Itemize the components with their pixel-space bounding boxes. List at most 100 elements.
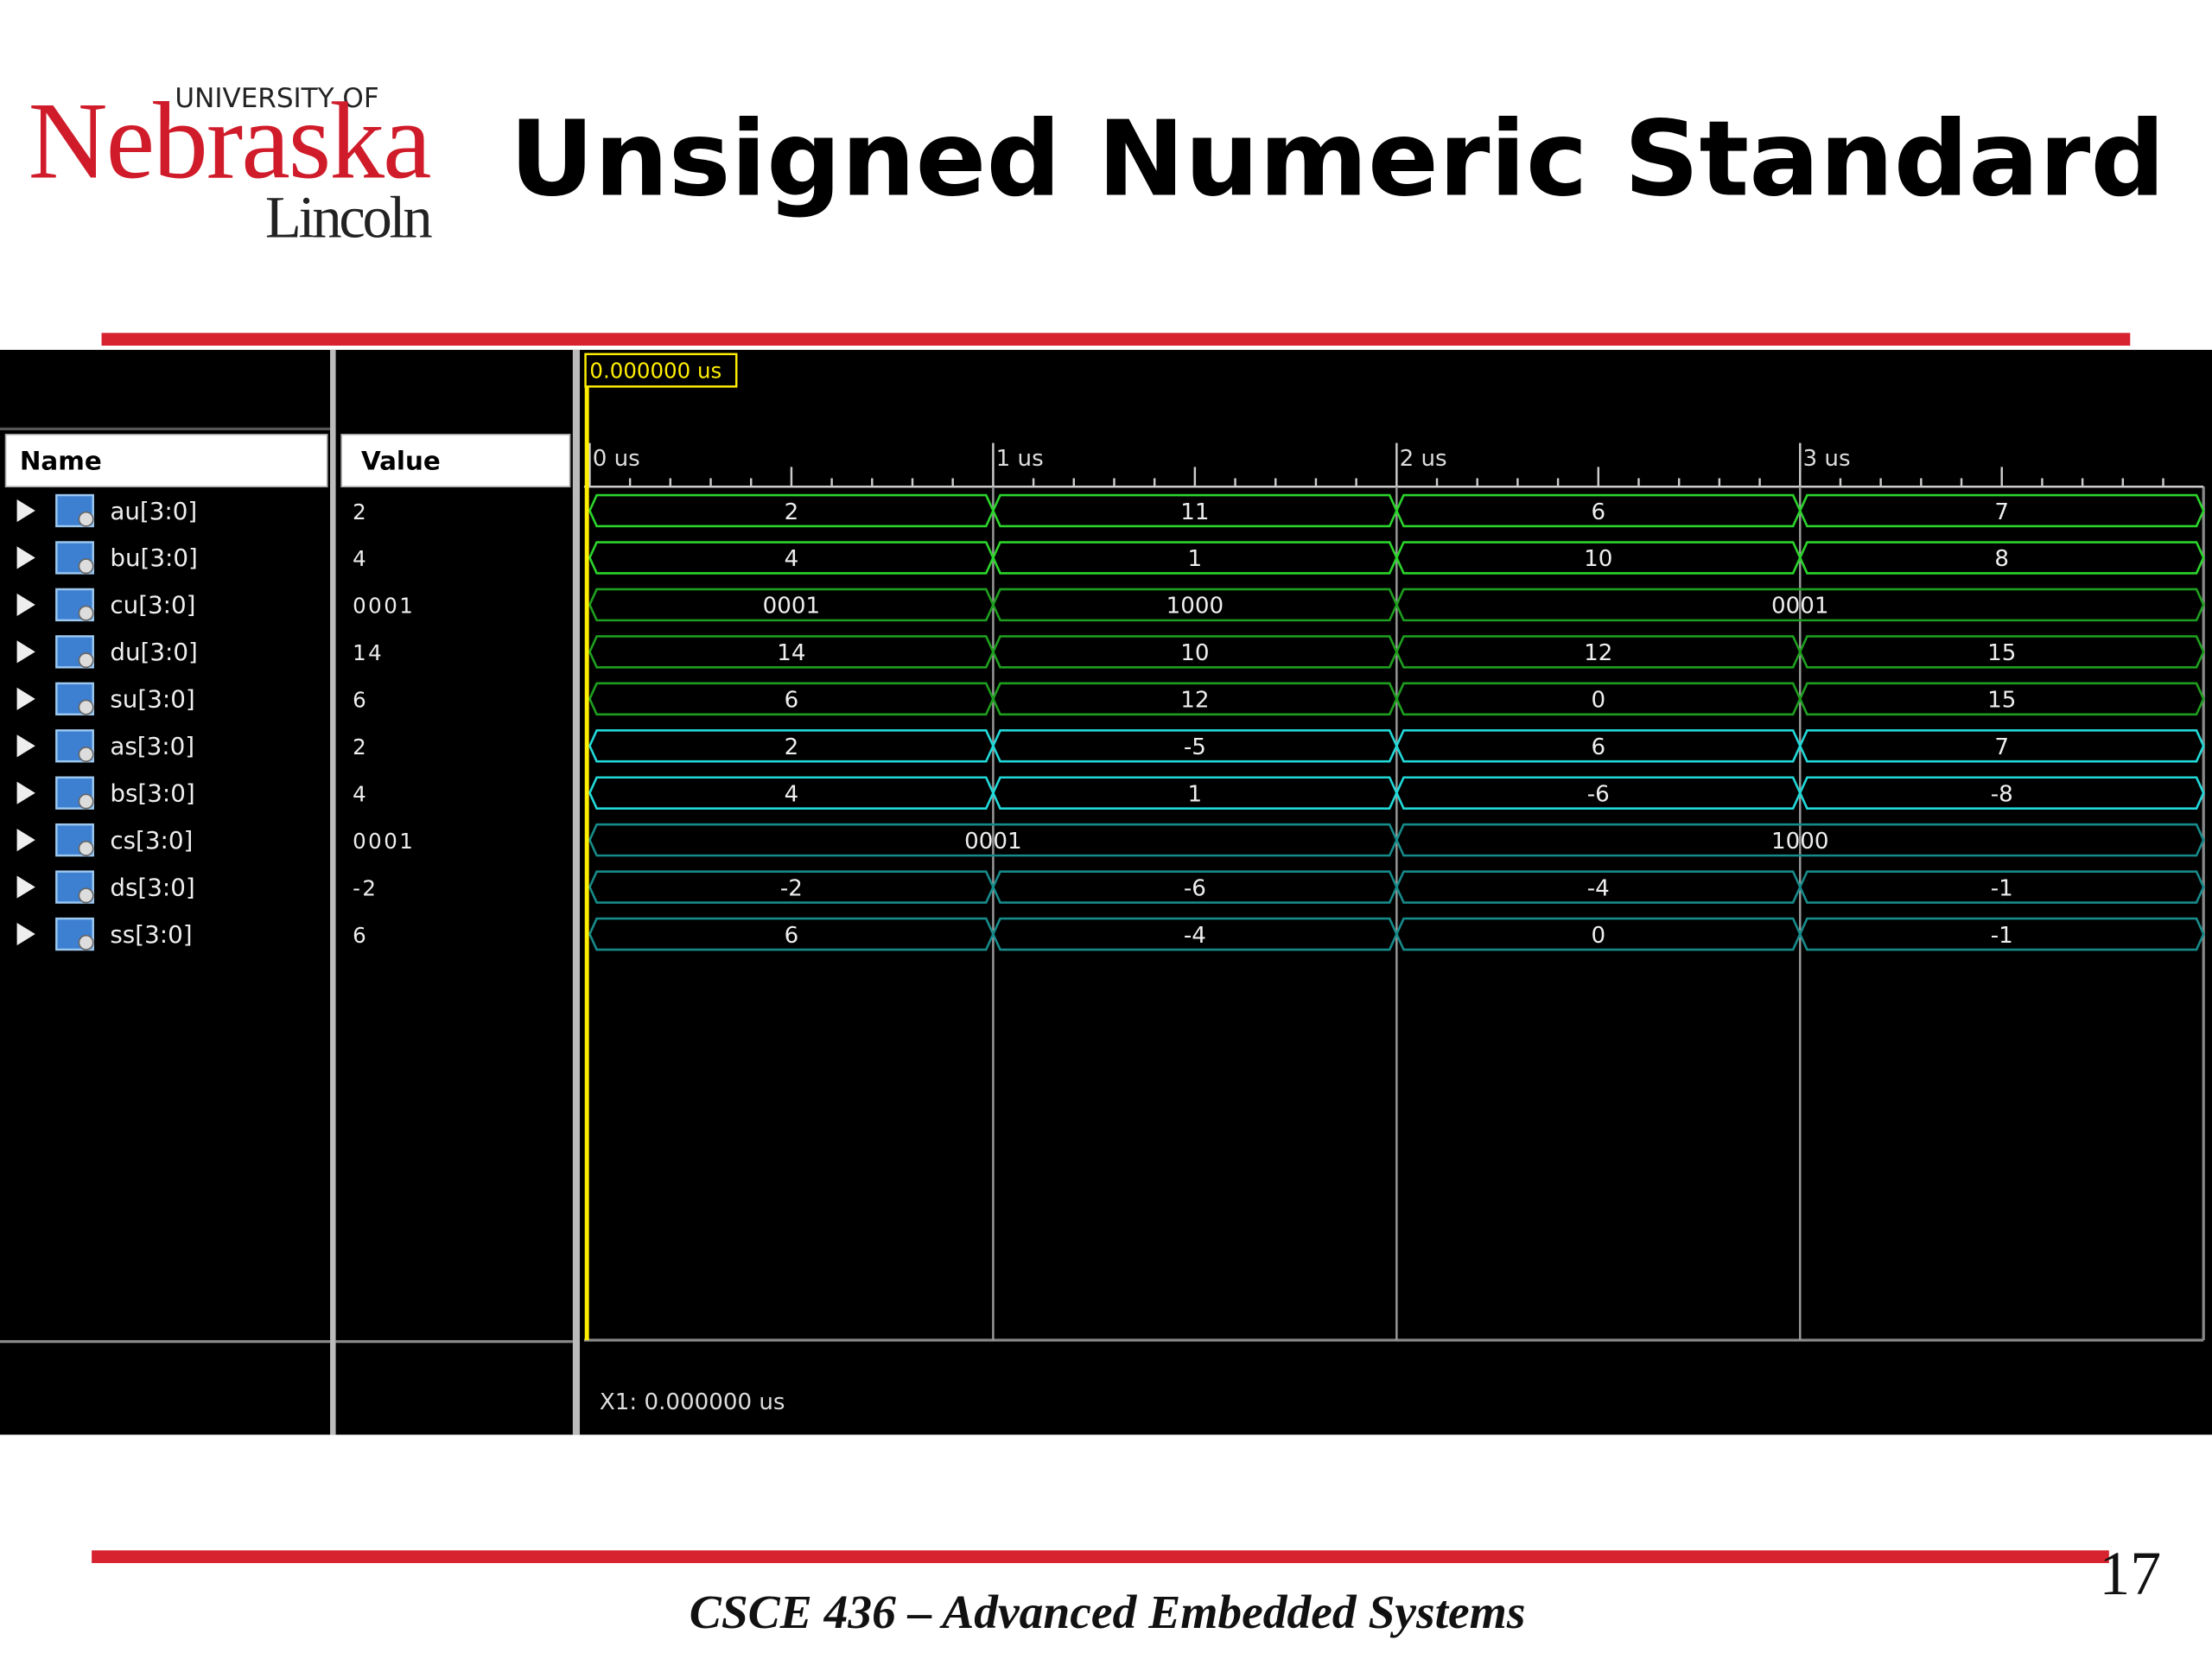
bus-segment [1798, 729, 2205, 763]
column-divider [572, 349, 581, 1435]
page-number: 17 [2099, 1539, 2161, 1608]
signal-value: 4 [353, 782, 368, 807]
signal-icon-badge [78, 747, 94, 763]
bus-value: 4 [785, 546, 799, 572]
expand-arrow [16, 875, 35, 899]
bus-value: 6 [785, 923, 799, 949]
signal-icon-badge [78, 699, 94, 715]
bus-value: 0 [1591, 923, 1605, 949]
time-tick-label: 1 us [996, 446, 1044, 472]
bus-value: 11 [1180, 499, 1209, 525]
bus-value: 7 [1994, 499, 2009, 525]
signal-name: cs[3:0] [110, 826, 193, 855]
logo-bottom: Lincoln [265, 184, 432, 250]
bus-value: -8 [1991, 782, 2013, 808]
logo-top: UNIVERSITY OF [175, 83, 378, 114]
column-divider [330, 349, 336, 1435]
signal-icon-badge [78, 558, 94, 575]
bus-value: -6 [1184, 875, 1206, 901]
course-name: CSCE 436 – Advanced Embedded Systems [690, 1586, 1526, 1639]
name-header-box [4, 434, 328, 488]
bus-value: 0001 [1771, 594, 1828, 620]
header-rule [101, 333, 2131, 346]
signal-name: cu[3:0] [110, 591, 195, 620]
bus-value: 0001 [964, 829, 1021, 855]
signal-value: 6 [353, 923, 368, 948]
time-tick-label: 2 us [1400, 446, 1447, 472]
bus-value: 12 [1584, 640, 1612, 666]
bus-value: 6 [785, 688, 799, 714]
bus-value: -1 [1991, 875, 2013, 901]
bus-value: -6 [1587, 782, 1610, 808]
value-header-box [340, 434, 571, 488]
bus-value: 0001 [763, 594, 820, 620]
bus-segment [1798, 682, 2205, 716]
expand-arrow [16, 781, 35, 804]
time-tick-label: 0 us [593, 446, 640, 472]
bus-segment [1798, 870, 2205, 904]
signal-value: 4 [353, 546, 368, 571]
signal-icon-badge [78, 511, 94, 527]
expand-arrow [16, 640, 35, 664]
signal-value: 0001 [353, 829, 415, 854]
bus-value: -4 [1184, 923, 1206, 949]
bus-value: 4 [785, 782, 799, 808]
bus-value: 15 [1987, 688, 2016, 714]
signal-name: as[3:0] [110, 732, 194, 760]
bus-value: 6 [1591, 499, 1605, 525]
signal-name: su[3:0] [110, 685, 194, 714]
expand-arrow [16, 593, 35, 616]
cursor-label: 0.000000 us [589, 359, 721, 384]
bus-value: 7 [1994, 734, 2009, 760]
bus-value: 8 [1994, 546, 2009, 572]
signal-icon-badge [78, 605, 94, 621]
slide-title: Unsigned Numeric Standard [510, 99, 2165, 219]
bus-segment [1798, 635, 2205, 669]
bus-value: 6 [1591, 734, 1605, 760]
bus-value: -4 [1587, 875, 1610, 901]
logo-main: Nebraska [29, 80, 430, 202]
bus-value: 1000 [1166, 594, 1224, 620]
signal-icon-badge [78, 887, 94, 904]
signal-value: 14 [353, 640, 384, 665]
bus-segment [1798, 776, 2205, 810]
time-tick-label: 3 us [1803, 446, 1851, 472]
bus-value: 1000 [1771, 829, 1828, 855]
bus-segment [1395, 823, 2205, 857]
cursor-label-box [584, 353, 738, 388]
signal-name: ds[3:0] [110, 873, 194, 901]
signal-name: ss[3:0] [110, 920, 192, 949]
expand-arrow [16, 546, 35, 569]
signal-value: 6 [353, 688, 368, 713]
signal-icon-badge [78, 793, 94, 810]
signal-value: 2 [353, 499, 368, 524]
signal-icon-badge [78, 934, 94, 950]
bus-value: 2 [785, 734, 799, 760]
name-header: Name [20, 447, 102, 476]
signal-name: du[3:0] [110, 638, 198, 666]
bus-value: -2 [780, 875, 803, 901]
footer-rule [92, 1550, 2109, 1563]
bus-value: 15 [1987, 640, 2016, 666]
bus-value: 10 [1584, 546, 1612, 572]
bus-value: 10 [1180, 640, 1209, 666]
bus-value: 2 [785, 499, 799, 525]
signal-icon-badge [78, 840, 94, 856]
bus-value: 0 [1591, 688, 1605, 714]
bus-segment [1798, 541, 2205, 575]
bus-segment [1798, 493, 2205, 528]
bus-value: 1 [1188, 546, 1203, 572]
signal-name: au[3:0] [110, 497, 197, 525]
signal-icon-badge [78, 652, 94, 669]
expand-arrow [16, 499, 35, 523]
bus-value: 12 [1180, 688, 1209, 714]
bus-value: 1 [1188, 782, 1203, 808]
signal-value: 2 [353, 734, 368, 760]
bus-value: -5 [1184, 734, 1206, 760]
bus-segment [1798, 917, 2205, 951]
expand-arrow [16, 923, 35, 946]
waveform-panel [0, 349, 2212, 1435]
signal-value: -2 [353, 875, 378, 900]
